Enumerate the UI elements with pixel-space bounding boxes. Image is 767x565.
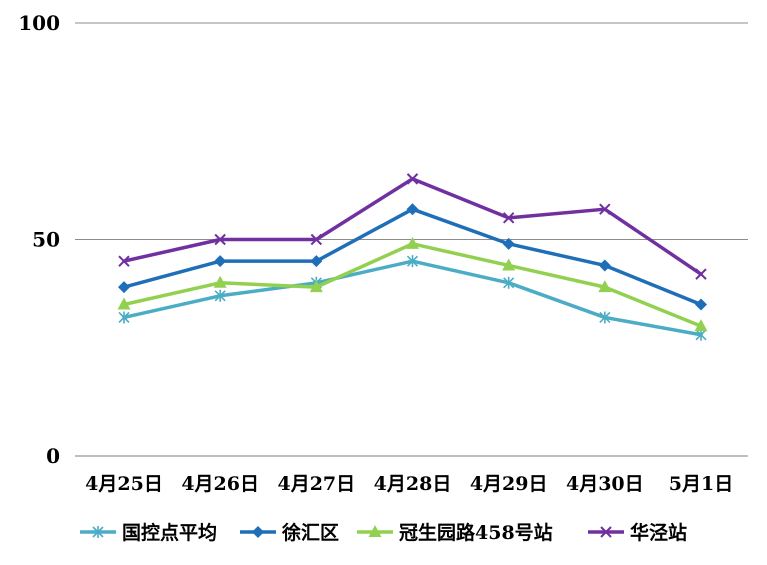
data-point [695,298,707,311]
data-point [502,212,515,224]
legend-label: 国控点平均 [122,521,217,544]
legend-marker [600,526,612,538]
data-point [310,233,323,246]
data-point [598,280,612,293]
legend-marker [368,525,382,537]
data-point [406,236,419,249]
x-tick-label: 4月26日 [181,473,259,495]
legend: 国控点平均 徐汇区 冠生园路458号站 华泾站 [80,521,687,544]
x-tick-label: 4月30日 [566,473,644,495]
data-point [214,289,226,302]
data-point [598,259,611,272]
data-point [502,258,516,271]
series-line [122,259,703,337]
data-point [503,276,515,289]
data-point [599,203,611,215]
data-point [118,255,130,267]
data-point [117,297,131,310]
legend-label: 华泾站 [630,521,687,544]
data-point [214,255,227,268]
data-point [406,255,419,268]
legend-item: 国控点平均 [80,521,217,544]
legend-marker [252,526,264,538]
x-tick-label: 4月27日 [277,473,355,495]
x-tick-label: 5月1日 [669,473,733,495]
y-tick-label: 0 [46,444,60,468]
x-tick-label: 4月25日 [85,473,163,495]
legend-item: 徐汇区 [240,521,339,544]
x-tick-label: 4月29日 [470,473,548,495]
data-point [309,280,323,293]
data-point [118,281,130,294]
legend-label: 徐汇区 [281,521,339,544]
data-point [213,275,227,288]
data-point [599,311,611,324]
legend-item: 华泾站 [588,521,687,544]
legend-label: 冠生园路458号站 [399,521,553,544]
legend-item: 冠生园路458号站 [357,521,553,544]
data-point [118,311,130,324]
data-point [406,173,419,185]
data-point [695,268,707,280]
y-axis: 0 50 100 [18,11,60,468]
x-axis: 4月25日 4月26日 4月27日 4月28日 4月29日 4月30日 5月1日 [85,473,733,495]
data-point [502,237,515,250]
x-tick-label: 4月28日 [374,473,452,495]
data-point [406,203,419,216]
legend-marker [92,526,104,538]
data-point [310,255,323,268]
data-point [694,319,708,332]
y-tick-label: 50 [32,228,60,252]
y-tick-label: 100 [18,11,60,35]
data-point [214,233,226,246]
series-group [117,173,708,341]
